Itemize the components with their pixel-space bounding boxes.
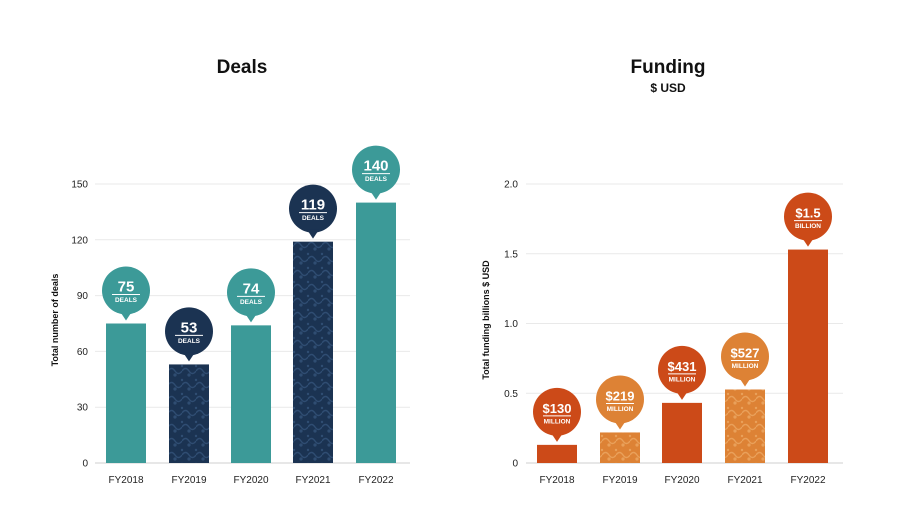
funding-data-label-bubble: $219 MILLION [596,375,644,430]
deals-x-tick-label: FY2018 [108,475,143,486]
deals-data-label-value: 74 [243,280,260,297]
deals-data-label-unit: DEALS [115,297,138,304]
deals-y-tick-label: 0 [82,459,88,470]
funding-chart-subtitle: $ USD [650,81,686,95]
funding-bar [600,432,640,463]
deals-bar [231,325,271,463]
deals-y-tick-label: 60 [77,347,89,358]
funding-y-tick-label: 1.5 [504,249,518,260]
funding-y-tick-label: 2.0 [504,180,518,191]
deals-data-label-value: 119 [301,197,325,214]
funding-data-label-unit: MILLION [669,376,696,383]
funding-y-tick-label: 0.5 [504,389,518,400]
funding-bar [788,249,828,463]
deals-data-label-bubble: 53 DEALS [165,307,213,362]
funding-data-label-bubble: $130 MILLION [533,387,581,442]
funding-data-label-unit: MILLION [732,363,759,370]
deals-x-tick-label: FY2022 [358,475,393,486]
funding-x-tick-label: FY2018 [539,475,574,486]
deals-y-tick-label: 90 [77,291,89,302]
deals-data-label-unit: DEALS [240,299,263,306]
funding-bar [537,444,577,463]
deals-chart-title: Deals [217,57,268,78]
funding-x-tick-label: FY2020 [664,475,699,486]
deals-data-label-unit: DEALS [365,176,388,183]
deals-data-label-bubble: 74 DEALS [227,268,275,323]
funding-data-label-value: $130 [543,401,572,416]
funding-data-label-unit: MILLION [607,406,634,413]
deals-x-tick-label: FY2020 [233,475,268,486]
funding-data-label-value: $431 [668,359,697,374]
deals-x-tick-label: FY2021 [295,475,330,486]
deals-bar [106,323,146,463]
funding-chart-title: Funding [631,57,706,78]
funding-data-label-unit: BILLION [795,223,821,230]
funding-y-tick-label: 0 [512,459,518,470]
deals-x-tick-label: FY2019 [171,475,206,486]
deals-y-axis-label: Total number of deals [50,274,60,367]
funding-x-tick-label: FY2021 [727,475,762,486]
funding-data-label-value: $527 [731,345,760,360]
funding-bar [662,402,702,463]
funding-x-tick-label: FY2019 [602,475,637,486]
funding-chart: Funding $ USD 0 0.5 1.0 1.5 2.0 Total fundin… [481,57,843,486]
funding-data-label-bubble: $527 MILLION [721,332,769,387]
deals-bar [356,202,396,463]
deals-bar [169,364,209,463]
deals-chart: Deals 0 30 60 90 120 150 Total number of deal… [50,57,410,486]
funding-y-tick-label: 1.0 [504,319,518,330]
deals-data-label-value: 75 [118,279,135,296]
funding-x-tick-label: FY2022 [790,475,825,486]
deals-data-label-unit: DEALS [302,215,325,222]
deals-y-tick-label: 120 [71,235,88,246]
deals-bar [293,241,333,463]
funding-y-axis-label: Total funding billions $ USD [481,260,491,380]
deals-y-tick-label: 30 [77,403,89,414]
funding-data-label-bubble: $1.5 BILLION [784,192,832,247]
deals-data-label-value: 53 [181,319,198,336]
funding-data-label-value: $1.5 [795,206,820,221]
deals-data-label-unit: DEALS [178,338,201,345]
funding-bar [725,389,765,463]
funding-data-label-unit: MILLION [544,418,571,425]
funding-data-label-value: $219 [606,388,635,403]
deals-y-tick-label: 150 [71,180,88,191]
funding-data-label-bubble: $431 MILLION [658,345,706,400]
deals-data-label-value: 140 [363,158,388,175]
